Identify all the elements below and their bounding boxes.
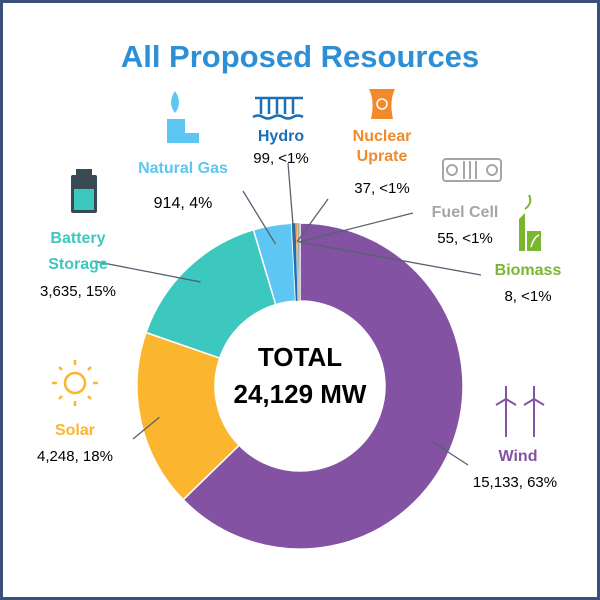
nuclear-plant-icon (369, 89, 395, 119)
biomass-plant-icon (519, 194, 541, 251)
center-label-line2: 24,129 MW (234, 379, 367, 409)
chart-title: All Proposed Resources (120, 39, 480, 74)
label-nuclear-name-line1: Nuclear (353, 128, 412, 145)
center-label-line1: TOTAL (258, 342, 342, 372)
leader-line-hydro (287, 162, 296, 243)
label-nuclear-value: 37, <1% (354, 180, 409, 197)
label-fuelcell-name: Fuel Cell (432, 204, 499, 221)
leader-line-fuel-cell (298, 212, 414, 243)
label-hydro-value: 99, <1% (253, 150, 308, 167)
label-fuelcell-value: 55, <1% (437, 230, 492, 247)
hydro-dam-icon (252, 96, 304, 120)
label-battery-name-line1: Battery (50, 230, 105, 247)
slice-battery-storage (145, 228, 277, 360)
label-battery-name-line2: Storage (48, 256, 108, 273)
label-solar-value: 4,248, 18% (37, 448, 113, 465)
wind-turbines-icon (495, 386, 545, 437)
battery-icon (71, 169, 97, 213)
label-wind-value: 15,133, 63% (473, 474, 557, 491)
leader-line-natural-gas (242, 190, 277, 245)
label-biomass-name: Biomass (495, 262, 562, 279)
leader-line-biomass (299, 241, 482, 276)
label-wind-name: Wind (499, 448, 538, 465)
label-battery-value: 3,635, 15% (40, 283, 116, 300)
fuel-cell-icon (442, 158, 502, 182)
sun-icon (52, 360, 98, 406)
donut-chart: TOTAL 24,129 MW Hydro 99, <1% Nuclear Up… (37, 89, 562, 550)
label-naturalgas-value: 914, 4% (154, 195, 213, 212)
leader-line-nuclear-uprate (296, 198, 329, 243)
label-biomass-value: 8, <1% (504, 288, 551, 305)
slice-wind (182, 222, 464, 550)
gas-flame-icon (167, 91, 199, 143)
label-solar-name: Solar (55, 422, 95, 439)
label-hydro-name: Hydro (258, 128, 304, 145)
leader-line-solar (132, 416, 160, 440)
leader-line-battery-storage (92, 260, 201, 283)
leader-line-wind (432, 441, 469, 466)
label-nuclear-name-line2: Uprate (357, 148, 408, 165)
label-naturalgas-name: Natural Gas (138, 160, 228, 177)
